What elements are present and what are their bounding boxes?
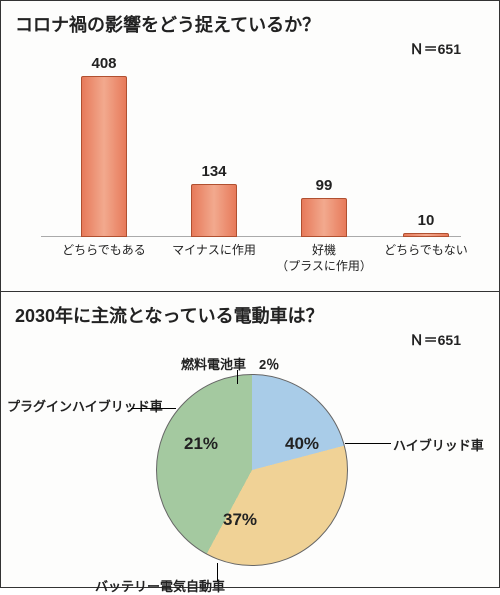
pie-chart-n: Ｎ＝651 xyxy=(410,330,461,350)
bar-chart-n: Ｎ＝651 xyxy=(410,39,461,59)
bar-chart-title: コロナ禍の影響をどう捉えているか？ xyxy=(15,11,320,37)
leader-line xyxy=(345,443,391,444)
figure-container: コロナ禍の影響をどう捉えているか？ Ｎ＝651 408どちらでもある134マイナ… xyxy=(0,0,500,588)
slice-pct: 21% xyxy=(184,434,218,454)
leader-line xyxy=(237,370,238,384)
bar-value: 408 xyxy=(59,55,149,72)
bar xyxy=(301,198,347,237)
bar-chart-panel: コロナ禍の影響をどう捉えているか？ Ｎ＝651 408どちらでもある134マイナ… xyxy=(1,1,499,291)
bar xyxy=(403,233,449,237)
bar-label: どちらでもある xyxy=(44,243,164,259)
bar-value: 134 xyxy=(169,163,259,180)
bar-label: マイナスに作用 xyxy=(154,243,274,259)
bar-group: 408どちらでもある xyxy=(59,76,149,237)
bar-group: 99好機（プラスに作用） xyxy=(279,198,369,237)
slice-label: プラグインハイブリッド車 xyxy=(7,396,163,415)
bar-chart: 408どちらでもある134マイナスに作用99好機（プラスに作用）10どちらでもな… xyxy=(41,71,461,271)
pie-chart-title: 2030年に主流となっている電動車は？ xyxy=(15,302,324,328)
pie-disc xyxy=(156,374,348,566)
leader-line xyxy=(217,563,218,581)
bar xyxy=(81,76,127,237)
slice-pct: 40% xyxy=(285,434,319,454)
slice-label: ハイブリッド車 xyxy=(393,435,484,454)
slice-pct: 37% xyxy=(223,510,257,530)
bar-label: どちらでもない xyxy=(366,243,486,259)
pie-area: 燃料電池車 2％ハイブリッド車40%バッテリー電気自動車37%プラグインハイブリ… xyxy=(1,352,499,588)
bar-group: 134マイナスに作用 xyxy=(169,184,259,237)
leader-line xyxy=(131,408,176,409)
pie-chart-panel: 2030年に主流となっている電動車は？ Ｎ＝651 燃料電池車 2％ ハイブリッド… xyxy=(1,292,499,588)
bar-group: 10どちらでもない xyxy=(381,233,471,237)
bar-value: 99 xyxy=(279,177,369,194)
slice-label: 燃料電池車 2％ xyxy=(181,354,279,373)
bar xyxy=(191,184,237,237)
slice-label: バッテリー電気自動車 xyxy=(95,576,225,595)
bar-value: 10 xyxy=(381,212,471,229)
